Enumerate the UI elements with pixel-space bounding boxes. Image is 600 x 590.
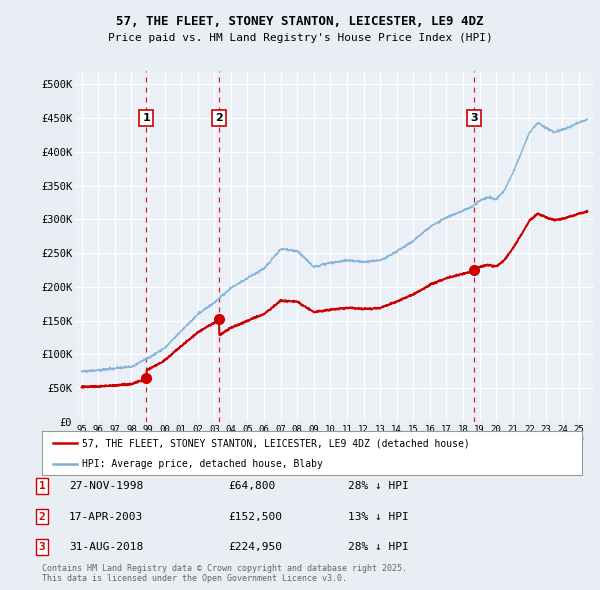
Text: 28% ↓ HPI: 28% ↓ HPI — [348, 542, 409, 552]
Text: 28% ↓ HPI: 28% ↓ HPI — [348, 481, 409, 491]
Text: 57, THE FLEET, STONEY STANTON, LEICESTER, LE9 4DZ: 57, THE FLEET, STONEY STANTON, LEICESTER… — [116, 15, 484, 28]
Text: 31-AUG-2018: 31-AUG-2018 — [69, 542, 143, 552]
Text: 2: 2 — [215, 113, 223, 123]
Text: HPI: Average price, detached house, Blaby: HPI: Average price, detached house, Blab… — [83, 459, 323, 469]
Text: £64,800: £64,800 — [228, 481, 275, 491]
Text: £152,500: £152,500 — [228, 512, 282, 522]
Text: 17-APR-2003: 17-APR-2003 — [69, 512, 143, 522]
Text: Price paid vs. HM Land Registry's House Price Index (HPI): Price paid vs. HM Land Registry's House … — [107, 33, 493, 43]
Text: 13% ↓ HPI: 13% ↓ HPI — [348, 512, 409, 522]
Text: £224,950: £224,950 — [228, 542, 282, 552]
Text: 3: 3 — [38, 542, 46, 552]
Text: 1: 1 — [38, 481, 46, 491]
Text: 3: 3 — [470, 113, 478, 123]
Text: Contains HM Land Registry data © Crown copyright and database right 2025.
This d: Contains HM Land Registry data © Crown c… — [42, 563, 407, 583]
Text: 27-NOV-1998: 27-NOV-1998 — [69, 481, 143, 491]
Text: 1: 1 — [143, 113, 151, 123]
Text: 57, THE FLEET, STONEY STANTON, LEICESTER, LE9 4DZ (detached house): 57, THE FLEET, STONEY STANTON, LEICESTER… — [83, 438, 470, 448]
Text: 2: 2 — [38, 512, 46, 522]
